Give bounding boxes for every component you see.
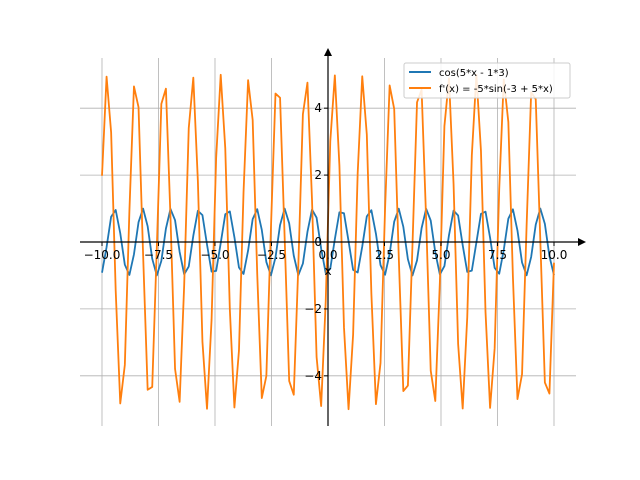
ticks-layer: −10.0 −7.5 −5.0 −2.5 0.0 2.5 5.0 7.5 10.0 −4 −2 0 2 4	[84, 101, 568, 383]
x-tick-label: 5.0	[431, 248, 450, 262]
y-axis-arrow	[324, 48, 332, 56]
y-tick-label: 4	[314, 101, 322, 115]
x-axis-arrow	[578, 238, 586, 246]
x-tick-label: 0.0	[318, 248, 337, 262]
y-tick-label: −4	[304, 369, 322, 383]
x-tick-label: 7.5	[488, 248, 507, 262]
legend: cos(5*x - 1*3) f'(x) = -5*sin(-3 + 5*x)	[403, 62, 571, 99]
y-tick-label: −2	[304, 302, 322, 316]
x-axis-label: x	[324, 264, 331, 278]
y-tick-label: 2	[314, 168, 322, 182]
axes-layer	[80, 48, 586, 426]
x-tick-label: 10.0	[541, 248, 568, 262]
x-tick-label: −2.5	[257, 248, 286, 262]
x-tick-label: 2.5	[375, 248, 394, 262]
x-tick-label: −5.0	[200, 248, 229, 262]
x-tick-label: −7.5	[144, 248, 173, 262]
legend-box	[403, 62, 571, 99]
legend-label-derivative: f'(x) = -5*sin(-3 + 5*x)	[439, 84, 553, 95]
legend-label-cos: cos(5*x - 1*3)	[439, 68, 509, 79]
y-tick-label: 0	[314, 235, 322, 249]
x-tick-label: −10.0	[84, 248, 121, 262]
